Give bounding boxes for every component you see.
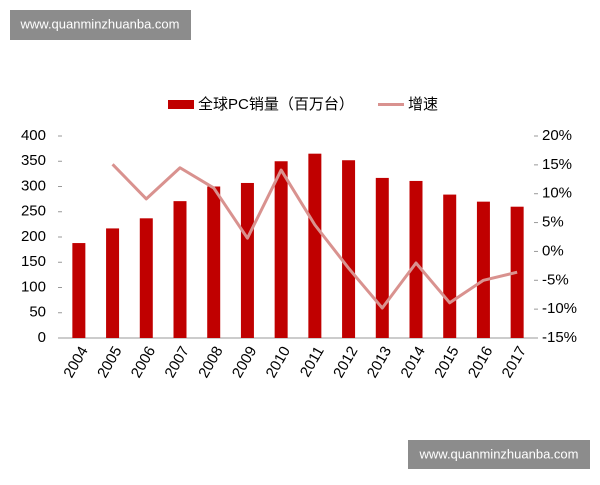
bar (240, 182, 254, 338)
y-tick-label: 100 (21, 278, 46, 295)
y2-tick-label: -15% (542, 329, 577, 346)
bar (207, 186, 221, 338)
x-tick-label: 2005 (94, 343, 125, 380)
watermark-box (10, 10, 191, 40)
y-tick-label: 200 (21, 228, 46, 245)
legend-label: 增速 (408, 96, 438, 113)
bar (375, 177, 389, 338)
x-tick-label: 2017 (499, 343, 530, 380)
watermark: www.quanminzhuanba.com (20, 16, 180, 31)
y2-tick-label: -10% (542, 300, 577, 317)
y-tick-label: 50 (29, 304, 46, 321)
bar (106, 228, 120, 338)
x-tick-label: 2010 (263, 343, 294, 380)
bar (476, 201, 490, 338)
x-tick-label: 2008 (195, 343, 226, 380)
y2-tick-label: 0% (542, 242, 564, 259)
bar (72, 243, 86, 338)
bar (173, 201, 187, 338)
x-tick-label: 2007 (161, 343, 192, 380)
x-tick-label: 2006 (128, 343, 159, 380)
y-tick-label: 350 (21, 152, 46, 169)
x-tick-label: 2013 (364, 343, 395, 380)
watermark-box (408, 440, 590, 469)
bar (308, 153, 322, 338)
x-tick-label: 2004 (60, 343, 91, 380)
y2-tick-label: -5% (542, 271, 569, 288)
y-tick-label: 300 (21, 177, 46, 194)
bar (274, 161, 288, 338)
legend-swatch (168, 100, 194, 109)
y-tick-label: 400 (21, 127, 46, 144)
bar (443, 194, 457, 338)
bar (342, 160, 356, 338)
x-tick-label: 2012 (330, 343, 361, 380)
y2-tick-label: 5% (542, 214, 564, 231)
y2-tick-label: 15% (542, 156, 572, 173)
bar (409, 180, 423, 338)
y-tick-label: 150 (21, 253, 46, 270)
x-tick-label: 2014 (397, 343, 428, 380)
x-tick-label: 2009 (229, 343, 260, 380)
y-tick-label: 250 (21, 203, 46, 220)
bar (139, 218, 153, 338)
x-tick-label: 2015 (431, 343, 462, 380)
line (111, 163, 518, 310)
watermark: www.quanminzhuanba.com (419, 446, 579, 461)
legend-label: 全球PC销量（百万台） (198, 95, 354, 113)
x-tick-label: 2011 (297, 343, 328, 379)
y-tick-label: 0 (38, 329, 46, 346)
y2-tick-label: 10% (542, 185, 572, 202)
x-tick-label: 2016 (465, 343, 496, 380)
y2-tick-label: 20% (542, 127, 572, 144)
